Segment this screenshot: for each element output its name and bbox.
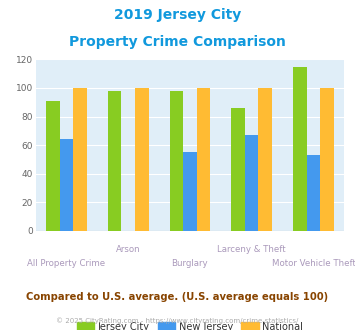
Text: © 2025 CityRating.com - https://www.cityrating.com/crime-statistics/: © 2025 CityRating.com - https://www.city… <box>56 317 299 324</box>
Text: Motor Vehicle Theft: Motor Vehicle Theft <box>272 259 355 268</box>
Bar <box>46 101 60 231</box>
Text: Larceny & Theft: Larceny & Theft <box>217 245 286 254</box>
Bar <box>293 67 307 231</box>
Text: 2019 Jersey City: 2019 Jersey City <box>114 8 241 22</box>
Bar <box>245 135 258 231</box>
Bar <box>307 155 320 231</box>
Bar <box>183 152 197 231</box>
Text: Compared to U.S. average. (U.S. average equals 100): Compared to U.S. average. (U.S. average … <box>26 292 329 302</box>
Bar <box>108 91 121 231</box>
Bar <box>135 88 148 231</box>
Text: Property Crime Comparison: Property Crime Comparison <box>69 35 286 49</box>
Legend: Jersey City, New Jersey, National: Jersey City, New Jersey, National <box>76 322 304 330</box>
Bar <box>320 88 334 231</box>
Bar <box>258 88 272 231</box>
Bar <box>197 88 210 231</box>
Bar <box>60 140 73 231</box>
Text: Arson: Arson <box>116 245 141 254</box>
Text: Burglary: Burglary <box>171 259 208 268</box>
Bar <box>231 108 245 231</box>
Bar <box>170 91 183 231</box>
Bar <box>73 88 87 231</box>
Text: All Property Crime: All Property Crime <box>27 259 105 268</box>
